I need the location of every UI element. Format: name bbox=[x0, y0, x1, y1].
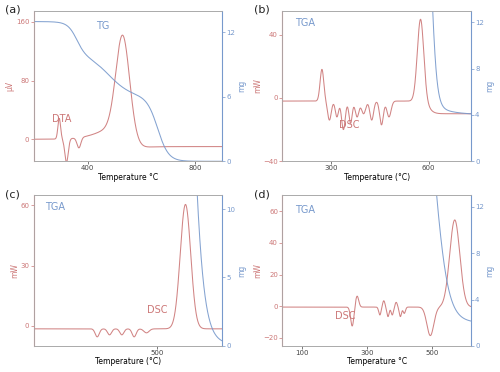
Text: (d): (d) bbox=[254, 189, 270, 199]
X-axis label: Temperature (°C): Temperature (°C) bbox=[95, 357, 161, 366]
Y-axis label: mg: mg bbox=[486, 80, 494, 92]
Y-axis label: mg: mg bbox=[486, 264, 494, 277]
Text: (b): (b) bbox=[254, 5, 270, 15]
Text: TGA: TGA bbox=[296, 18, 316, 28]
Y-axis label: μV: μV bbox=[6, 81, 15, 91]
Text: TG: TG bbox=[96, 21, 110, 31]
Y-axis label: mg: mg bbox=[237, 80, 246, 92]
Text: TGA: TGA bbox=[45, 202, 65, 212]
Text: DSC: DSC bbox=[335, 311, 355, 321]
Text: (a): (a) bbox=[6, 5, 21, 15]
X-axis label: Temperature °C: Temperature °C bbox=[98, 173, 158, 182]
Text: TGA: TGA bbox=[296, 205, 316, 215]
X-axis label: Temperature (°C): Temperature (°C) bbox=[344, 173, 409, 182]
Y-axis label: mW: mW bbox=[253, 78, 262, 93]
Y-axis label: mW: mW bbox=[10, 263, 19, 278]
Y-axis label: mW: mW bbox=[253, 263, 262, 278]
Text: DSC: DSC bbox=[147, 305, 168, 315]
Text: DSC: DSC bbox=[339, 120, 359, 130]
Y-axis label: mg: mg bbox=[237, 264, 246, 277]
Text: DTA: DTA bbox=[52, 114, 72, 124]
Text: (c): (c) bbox=[6, 189, 20, 199]
X-axis label: Temperature °C: Temperature °C bbox=[346, 357, 406, 366]
